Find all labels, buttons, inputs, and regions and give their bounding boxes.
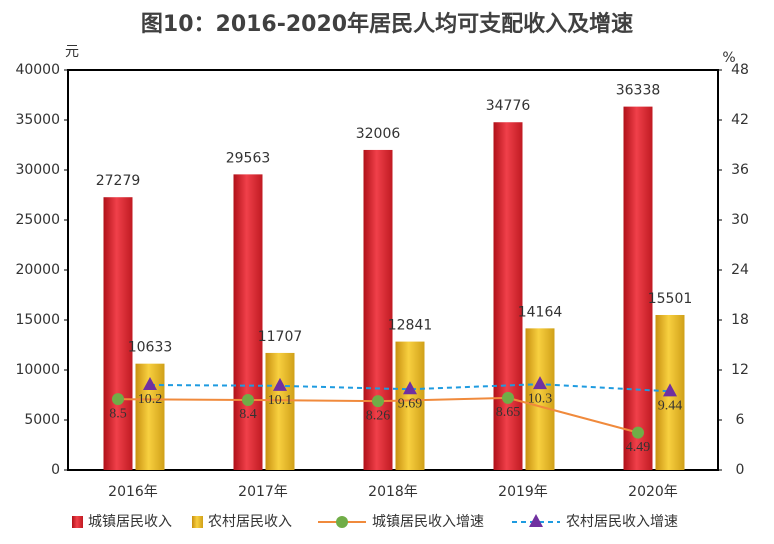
bar <box>265 352 295 470</box>
line-marker <box>403 381 417 395</box>
line-value-label: 10.1 <box>268 393 293 408</box>
line-marker <box>663 383 677 397</box>
y-tick-label: 5000 <box>24 412 60 428</box>
y-tick-label: 0 <box>51 462 60 478</box>
bar-value-label: 11707 <box>258 329 303 345</box>
bar-value-label: 10633 <box>128 340 173 356</box>
y-tick-label: 10000 <box>15 362 60 378</box>
line-marker <box>273 377 287 391</box>
x-tick-label: 2017年 <box>238 484 288 500</box>
y2-tick-label: 24 <box>731 262 749 278</box>
legend-swatch <box>72 516 83 528</box>
line-value-label: 8.65 <box>496 405 521 420</box>
y-tick-label: 40000 <box>15 62 60 78</box>
y-tick-label: 35000 <box>15 112 60 128</box>
line <box>149 383 671 393</box>
bar <box>395 341 425 470</box>
line-marker <box>112 393 124 406</box>
bar-value-label: 15501 <box>648 291 693 307</box>
line-value-label: 10.2 <box>138 392 163 407</box>
line-value-label: 4.49 <box>626 440 651 455</box>
y-unit: 元 <box>65 44 79 60</box>
line-value-label: 10.3 <box>528 391 553 406</box>
bar-value-label: 32006 <box>356 126 401 142</box>
chart-title: 图10：2016-2020年居民人均可支配收入及增速 <box>141 11 633 37</box>
x-tick-label: 2019年 <box>498 484 548 500</box>
bar <box>623 106 653 471</box>
bar-value-label: 12841 <box>388 318 433 334</box>
line-value-label: 9.44 <box>658 399 683 414</box>
line-marker <box>502 391 514 404</box>
y2-tick-label: 0 <box>736 462 745 478</box>
line-value-label: 8.5 <box>109 406 127 421</box>
bar <box>363 149 393 470</box>
legend-swatch <box>192 516 203 528</box>
y2-tick-label: 36 <box>731 162 749 178</box>
x-tick-label: 2016年 <box>108 484 158 500</box>
bar <box>525 328 555 470</box>
y2-tick-label: 42 <box>731 112 749 128</box>
y2-tick-label: 18 <box>731 312 749 328</box>
y2-tick-label: 6 <box>736 412 745 428</box>
x-tick-label: 2018年 <box>368 484 418 500</box>
y-tick-label: 25000 <box>15 212 60 228</box>
bar <box>493 122 523 471</box>
line-value-label: 9.69 <box>398 396 423 411</box>
legend-label: 城镇居民收入增速 <box>372 514 484 530</box>
legend-label: 农村居民收入增速 <box>566 514 678 530</box>
x-tick-label: 2020年 <box>628 484 678 500</box>
bar-value-label: 14164 <box>518 304 563 320</box>
line-marker <box>242 394 254 406</box>
line-marker <box>533 376 547 390</box>
y2-tick-label: 30 <box>731 212 749 228</box>
y-tick-label: 30000 <box>15 162 60 178</box>
line-marker <box>143 377 157 390</box>
legend-marker <box>336 516 348 528</box>
legend-label: 农村居民收入 <box>208 514 292 530</box>
bar-value-label: 36338 <box>616 83 661 99</box>
line-marker <box>372 395 384 408</box>
bar <box>233 174 263 470</box>
y2-tick-label: 12 <box>731 362 749 378</box>
legend-marker <box>529 514 543 527</box>
line-marker <box>632 426 644 439</box>
y-tick-label: 20000 <box>15 262 60 278</box>
bar-value-label: 29563 <box>226 150 271 166</box>
line-value-label: 8.26 <box>366 408 391 423</box>
bar-value-label: 27279 <box>96 173 141 189</box>
y2-tick-label: 48 <box>731 62 749 78</box>
bar <box>103 197 133 470</box>
line-value-label: 8.4 <box>239 407 257 422</box>
bar-value-label: 34776 <box>486 98 531 114</box>
y-tick-label: 15000 <box>15 312 60 328</box>
y2-unit: % <box>722 50 735 66</box>
legend-label: 城镇居民收入 <box>88 514 172 530</box>
